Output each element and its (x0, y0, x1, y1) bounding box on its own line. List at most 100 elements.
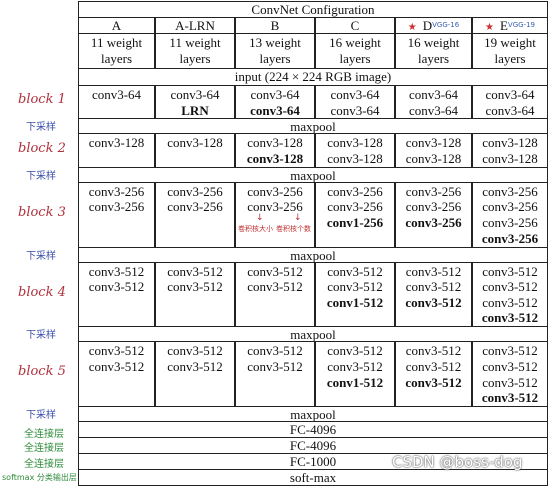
layer-bold: conv3-512 (405, 374, 462, 390)
column-note: VGG-16 (432, 21, 460, 29)
layer: conv3-256 (247, 199, 303, 215)
classifier: soft-max (289, 470, 337, 486)
fc-label: 全连接层 (24, 459, 64, 471)
input-row: input (224 × 224 RGB image) (78, 68, 548, 86)
depth: 11 weight (169, 35, 221, 50)
watermark: CSDN @boss-dog (392, 453, 523, 471)
stage-cell: conv3-128 conv3-128 (315, 133, 395, 168)
layer: conv3-64 (485, 87, 535, 102)
layer: conv3-512 (167, 279, 223, 295)
stage-cell: conv3-64 conv3-64 (395, 85, 472, 120)
column-header: C (315, 17, 395, 34)
layer: conv3-64 (408, 87, 459, 102)
layer: conv3-512 (405, 343, 462, 359)
stage-cell: conv3-512 conv3-512 (78, 341, 155, 408)
stage-cell: conv3-256 conv3-256 (155, 181, 235, 248)
layer: conv3-512 (88, 343, 145, 359)
cell-note: 卷积核个数 (276, 224, 311, 233)
column-depth: 16 weight layers (395, 33, 472, 69)
layer: conv3-64 (330, 102, 380, 118)
maxpool: maxpool (290, 327, 336, 343)
layer: conv3-512 (482, 374, 538, 390)
classifier-row: FC-4096 (78, 421, 548, 439)
column-name: A (111, 18, 122, 33)
stage-cell: conv3-512 conv3-512 (78, 261, 155, 328)
downsample-label: 下采样 (26, 250, 56, 262)
stage-cell: conv3-128 conv3-128 (395, 133, 472, 168)
layer: conv3-512 (88, 279, 145, 295)
unit: layers (494, 50, 526, 66)
column-depth: 19 weight layers (472, 33, 548, 69)
star-icon: ★ (407, 22, 417, 33)
downsample-label: 下采样 (26, 410, 56, 422)
column-name: A-LRN (175, 18, 215, 33)
stage-cell: conv3-128 (155, 133, 235, 168)
stage-cell: conv3-512 conv3-512 (235, 341, 315, 408)
layer-bold: conv3-512 (405, 294, 462, 310)
layer: conv3-128 (482, 135, 538, 151)
maxpool: maxpool (290, 167, 336, 183)
depth: 11 weight (90, 35, 143, 50)
layer: conv3-256 (482, 183, 538, 199)
column-name: E (499, 18, 508, 33)
header-line: C (316, 18, 394, 34)
layer: conv3-64 (250, 87, 300, 102)
column-name: D (422, 18, 433, 33)
cell-note: 卷积核大小 (238, 224, 273, 233)
stage-cell: conv3-512 conv3-512 (235, 261, 315, 328)
input: input (224 × 224 RGB image) (234, 69, 392, 84)
unit: layers (179, 50, 211, 66)
layer: conv3-512 (327, 358, 383, 374)
column-header: A-LRN (155, 17, 235, 34)
maxpool: maxpool (290, 407, 336, 423)
column-header: ★ DVGG-16 (395, 17, 472, 34)
maxpool-row: maxpool (78, 246, 548, 263)
column-name: C (350, 18, 360, 33)
stage-cell: conv3-512 conv3-512 conv3-512 (395, 341, 472, 408)
downsample-label: 下采样 (26, 330, 56, 342)
layer: conv3-256 (405, 183, 462, 199)
header-line: B (236, 18, 314, 34)
classifier-row: soft-max (78, 469, 548, 486)
stage-cell: conv3-256 conv3-256 conv1-256 (315, 181, 395, 248)
stage-cell: conv3-256 conv3-256 (235, 181, 315, 248)
depth: 19 weight (484, 35, 536, 50)
layer: conv3-512 (167, 358, 223, 374)
classifier: FC-4096 (289, 422, 337, 438)
stage-cell: conv3-64 conv3-64 (315, 85, 395, 120)
layer: conv3-512 (405, 358, 462, 374)
header-line: A (79, 18, 154, 34)
header-line: ★ EVGG-19 (473, 18, 547, 36)
layer: conv3-512 (482, 263, 538, 279)
classifier: FC-1000 (289, 454, 337, 470)
downsample-label: 下采样 (26, 122, 56, 134)
note-arrow: ↓ (294, 212, 302, 223)
block-label: block 3 (18, 204, 66, 220)
layer-bold: conv1-512 (326, 374, 384, 390)
layer: conv3-256 (327, 199, 383, 215)
column-header: A (78, 17, 155, 34)
column-note: VGG-19 (507, 21, 535, 29)
layer: conv3-256 (88, 199, 145, 215)
stage-cell: conv3-256 conv3-256 (78, 181, 155, 248)
layer-bold: conv3-64 (250, 102, 300, 118)
stage-cell: conv3-64 conv3-64 (472, 85, 548, 120)
layer-bold: conv3-256 (481, 230, 539, 246)
stage-cell: conv3-128 conv3-128 (472, 133, 548, 168)
maxpool: maxpool (290, 247, 336, 263)
layer: conv3-128 (247, 135, 303, 151)
block-label: block 4 (18, 284, 66, 300)
layer-bold: conv3-512 (481, 310, 539, 326)
layer: conv3-512 (247, 279, 303, 295)
layer: conv3-256 (247, 183, 303, 199)
maxpool-row: maxpool (78, 118, 548, 135)
layer: conv3-64 (485, 102, 535, 118)
stage-cell: conv3-64 (78, 85, 155, 120)
column-name: B (270, 18, 280, 33)
layer: conv3-256 (167, 183, 223, 199)
star-icon: ★ (485, 22, 494, 33)
title-cell: ConvNet Configuration (78, 1, 548, 18)
layer-bold: conv1-256 (326, 214, 384, 230)
layer-bold: LRN (181, 102, 209, 118)
